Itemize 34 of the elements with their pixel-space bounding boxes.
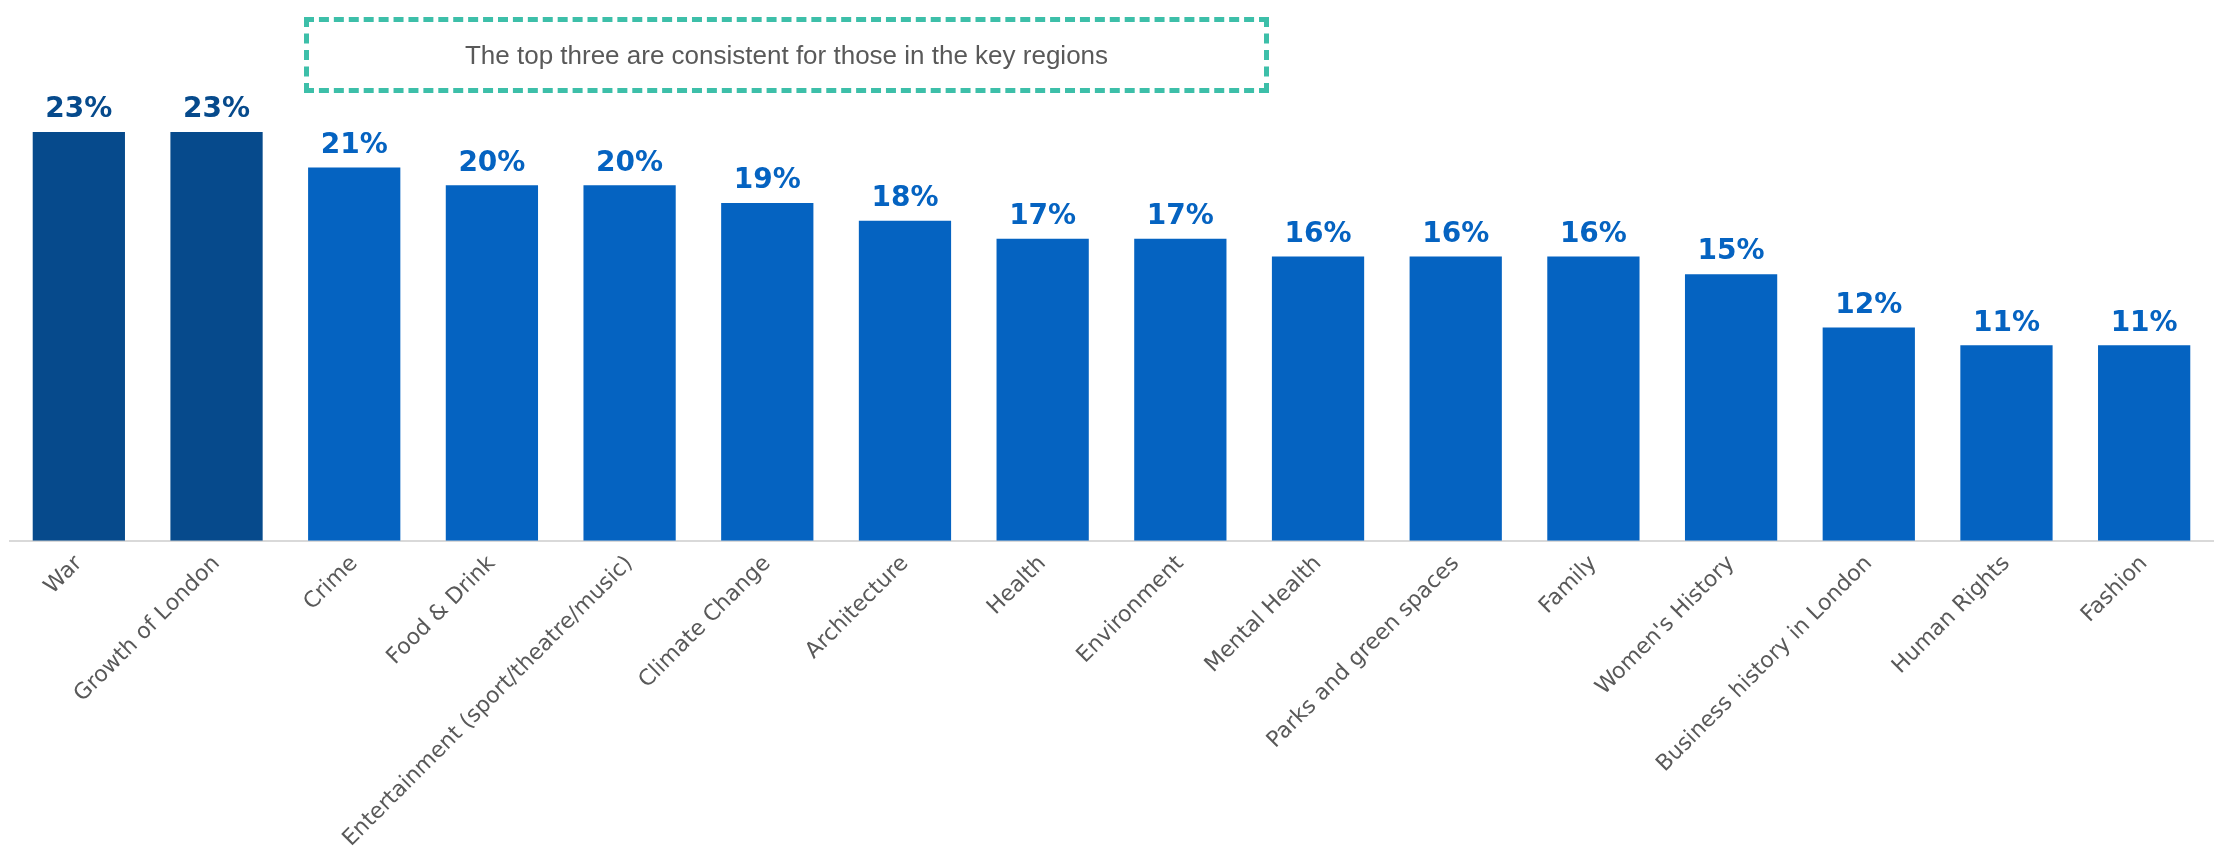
data-label: 11% (2110, 304, 2178, 338)
data-label: 20% (458, 144, 526, 178)
data-label: 18% (871, 180, 939, 214)
bar (1409, 256, 1502, 541)
data-label: 21% (320, 126, 388, 160)
data-label: 17% (1009, 197, 1077, 231)
bar (2098, 345, 2191, 541)
bar (445, 185, 539, 541)
bar (583, 185, 676, 541)
data-label: 17% (1146, 197, 1214, 231)
bar (721, 203, 814, 541)
dashed-outline-box: The top three are consistent for those in the key regions (304, 17, 1269, 93)
bar (170, 132, 263, 541)
data-label: 16% (1422, 215, 1490, 249)
bar (1271, 256, 1365, 541)
x-tick-label: War (38, 549, 88, 598)
data-label: 15% (1697, 233, 1765, 267)
data-label: 16% (1284, 215, 1352, 249)
data-label: 16% (1559, 215, 1627, 249)
bar (1684, 274, 1778, 541)
bar (32, 132, 125, 541)
data-label: 11% (1972, 304, 2040, 338)
data-label: 19% (733, 162, 801, 196)
data-label: 12% (1835, 286, 1903, 320)
bar (308, 167, 401, 541)
bar (858, 220, 952, 541)
data-label: 20% (596, 144, 664, 178)
data-label: 23% (45, 91, 113, 125)
bar (1960, 345, 2053, 541)
bar (1547, 256, 1640, 541)
bar (1822, 327, 1915, 541)
data-label: 23% (183, 91, 251, 125)
bar (996, 238, 1089, 541)
bar (1134, 238, 1227, 541)
